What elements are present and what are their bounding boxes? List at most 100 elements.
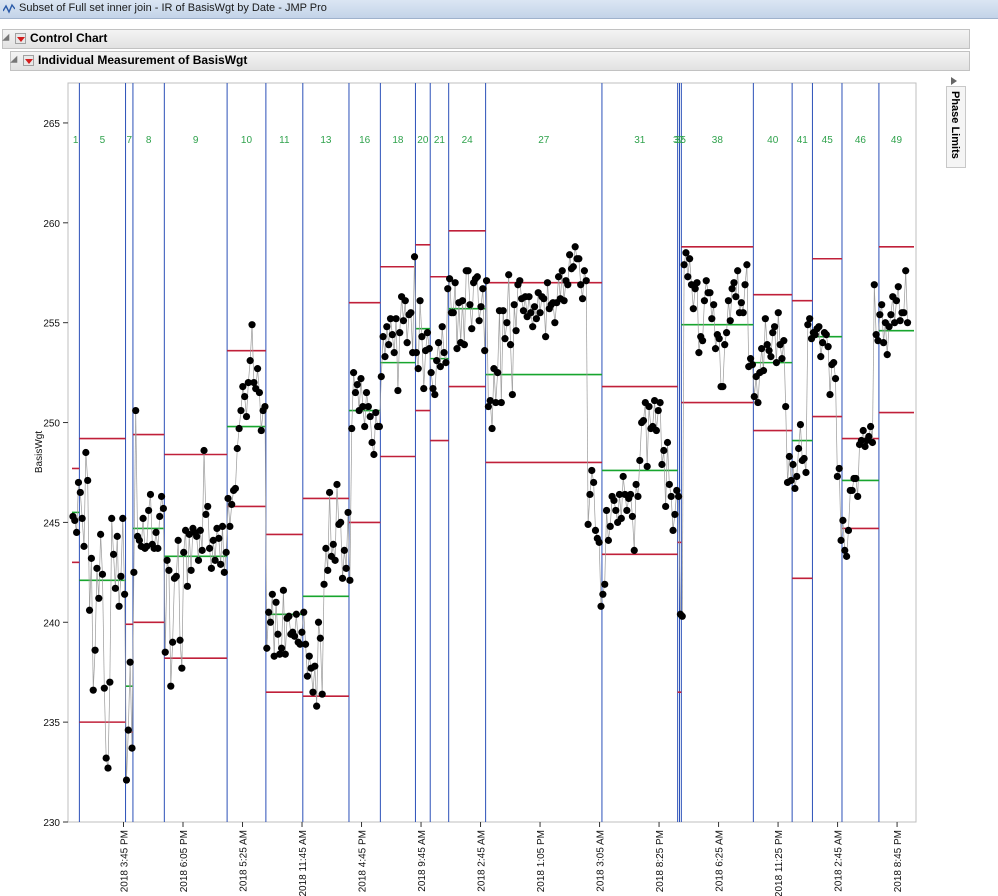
x-tick-label: 2018 4:45 PM — [358, 830, 369, 892]
data-point — [680, 261, 688, 269]
phase-limits-label: Phase Limits — [949, 91, 961, 159]
data-point — [835, 464, 843, 473]
phase-label: 24 — [462, 135, 474, 146]
connector-line — [886, 326, 890, 355]
data-point — [342, 564, 350, 572]
data-point — [416, 297, 424, 305]
red-triangle-menu-icon[interactable] — [15, 33, 26, 44]
connector-line — [905, 270, 908, 323]
data-point — [362, 388, 371, 397]
data-point — [176, 636, 184, 644]
connector-line — [188, 534, 192, 571]
data-point — [558, 267, 566, 275]
data-point — [896, 317, 904, 325]
data-point — [246, 357, 254, 365]
connector-line — [229, 504, 233, 527]
data-point — [211, 556, 219, 564]
data-point — [730, 279, 738, 287]
data-point — [279, 586, 288, 594]
data-point — [839, 516, 847, 525]
connector-line — [120, 518, 124, 577]
y-tick-label: 250 — [43, 419, 60, 430]
data-point — [143, 542, 151, 550]
connector-line — [510, 344, 513, 395]
data-point — [691, 285, 699, 293]
connector-line — [454, 282, 458, 349]
data-point — [209, 536, 217, 544]
phase-label: 49 — [891, 135, 903, 146]
data-point — [626, 490, 635, 499]
data-point — [789, 460, 797, 469]
data-point — [95, 594, 103, 602]
data-point — [272, 598, 280, 606]
outline-title: Individual Measurement of BasisWgt — [38, 53, 248, 67]
data-point — [266, 618, 275, 626]
connector-line — [168, 570, 172, 687]
connector-line — [116, 536, 120, 607]
data-point — [636, 456, 644, 465]
data-point — [82, 448, 90, 457]
connector-line — [469, 304, 473, 329]
data-point — [193, 532, 201, 540]
data-point — [156, 512, 164, 521]
outline-control-chart[interactable]: Control Chart — [2, 29, 970, 49]
connector-line — [456, 302, 460, 349]
data-point — [274, 630, 282, 638]
data-point — [519, 307, 528, 315]
data-point — [634, 492, 642, 501]
phase-label: 35 — [675, 135, 687, 146]
red-triangle-menu-icon[interactable] — [23, 55, 34, 66]
connector-line — [729, 288, 733, 321]
y-tick-label: 235 — [43, 718, 60, 729]
connector-line — [452, 282, 456, 313]
y-axis-label: BasisWgt — [34, 431, 45, 473]
data-point — [446, 275, 454, 283]
data-point — [154, 544, 162, 552]
connector-line — [163, 508, 166, 653]
connector-line — [264, 406, 268, 649]
phase-limits-panel[interactable]: Phase Limits — [946, 86, 966, 168]
data-point — [159, 504, 168, 513]
data-point — [892, 297, 901, 305]
x-tick-label: 2018 3:05 AM — [596, 830, 607, 892]
data-point — [383, 323, 391, 331]
connector-line — [115, 536, 118, 589]
connector-line — [585, 280, 589, 525]
data-point — [505, 271, 513, 279]
data-point — [894, 283, 902, 291]
connector-line — [423, 350, 426, 389]
data-point — [698, 337, 707, 345]
data-point — [298, 628, 306, 636]
phase-label: 1 — [73, 135, 79, 146]
data-point — [386, 315, 395, 323]
connector-line — [798, 424, 801, 449]
data-point — [602, 506, 611, 515]
data-point — [281, 650, 289, 658]
data-point — [883, 351, 891, 359]
data-point — [486, 396, 494, 405]
connector-line — [476, 276, 480, 321]
data-point — [804, 321, 812, 329]
data-point — [468, 325, 476, 333]
connector-line — [495, 372, 498, 403]
data-point — [420, 384, 428, 393]
data-point — [658, 460, 666, 469]
data-point — [218, 522, 227, 531]
connector-line — [91, 558, 94, 691]
data-point — [586, 490, 594, 499]
connector-line — [273, 602, 277, 657]
data-point — [508, 390, 516, 399]
data-point — [684, 273, 692, 281]
data-point — [351, 388, 360, 397]
connector-line — [295, 614, 299, 643]
data-point — [722, 329, 731, 337]
phase-label: 5 — [100, 135, 106, 146]
data-point — [791, 484, 799, 493]
phase-limits-disclosure-icon[interactable] — [951, 77, 957, 85]
outline-individual-measurement[interactable]: Individual Measurement of BasisWgt — [10, 51, 970, 71]
data-point — [543, 279, 552, 287]
connector-line — [102, 574, 105, 689]
connector-line — [107, 682, 111, 769]
data-point — [591, 526, 600, 534]
x-tick-label: 2018 6:05 PM — [179, 830, 190, 892]
